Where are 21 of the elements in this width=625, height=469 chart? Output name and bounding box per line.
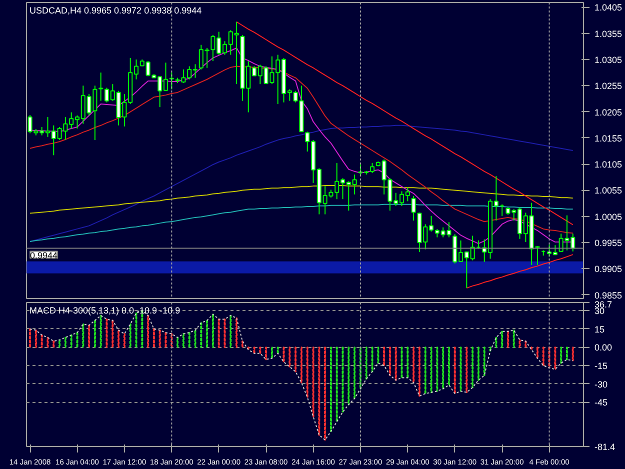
y-tick-label: 15 <box>594 324 605 334</box>
y-tick-label: 1.0055 <box>594 186 622 196</box>
y-tick-label: 0.9855 <box>594 290 622 300</box>
y-tick-label: 1.0255 <box>594 81 622 92</box>
y-tick-label: -81.4 <box>594 442 616 452</box>
y-tick-label: 1.0305 <box>594 55 622 66</box>
ref-line-label: 0.9944 <box>30 250 58 260</box>
chart-title: USDCAD,H4 0.9965 0.9972 0.9938 0.9944 <box>30 6 202 16</box>
y-tick-label: 0.9955 <box>594 238 622 248</box>
y-tick-label: -45 <box>594 398 608 408</box>
y-tick-label: 0.9905 <box>594 264 622 274</box>
y-tick-label: 1.0105 <box>594 160 622 170</box>
y-tick-label: 1.0205 <box>594 107 622 118</box>
y-tick-label: 1.0355 <box>594 28 622 39</box>
chart-title: MACD H4-300(5,13,1) 0.0 -10.9 -10.9 <box>30 306 180 316</box>
y-tick-label: 0.00 <box>594 342 612 353</box>
y-tick-label: -15 <box>594 361 608 372</box>
y-tick-label: -30 <box>594 379 608 390</box>
y-tick-label: 1.0005 <box>594 212 622 222</box>
y-tick-label: 1.0405 <box>594 2 622 13</box>
y-tick-label: 1.0155 <box>594 133 622 144</box>
